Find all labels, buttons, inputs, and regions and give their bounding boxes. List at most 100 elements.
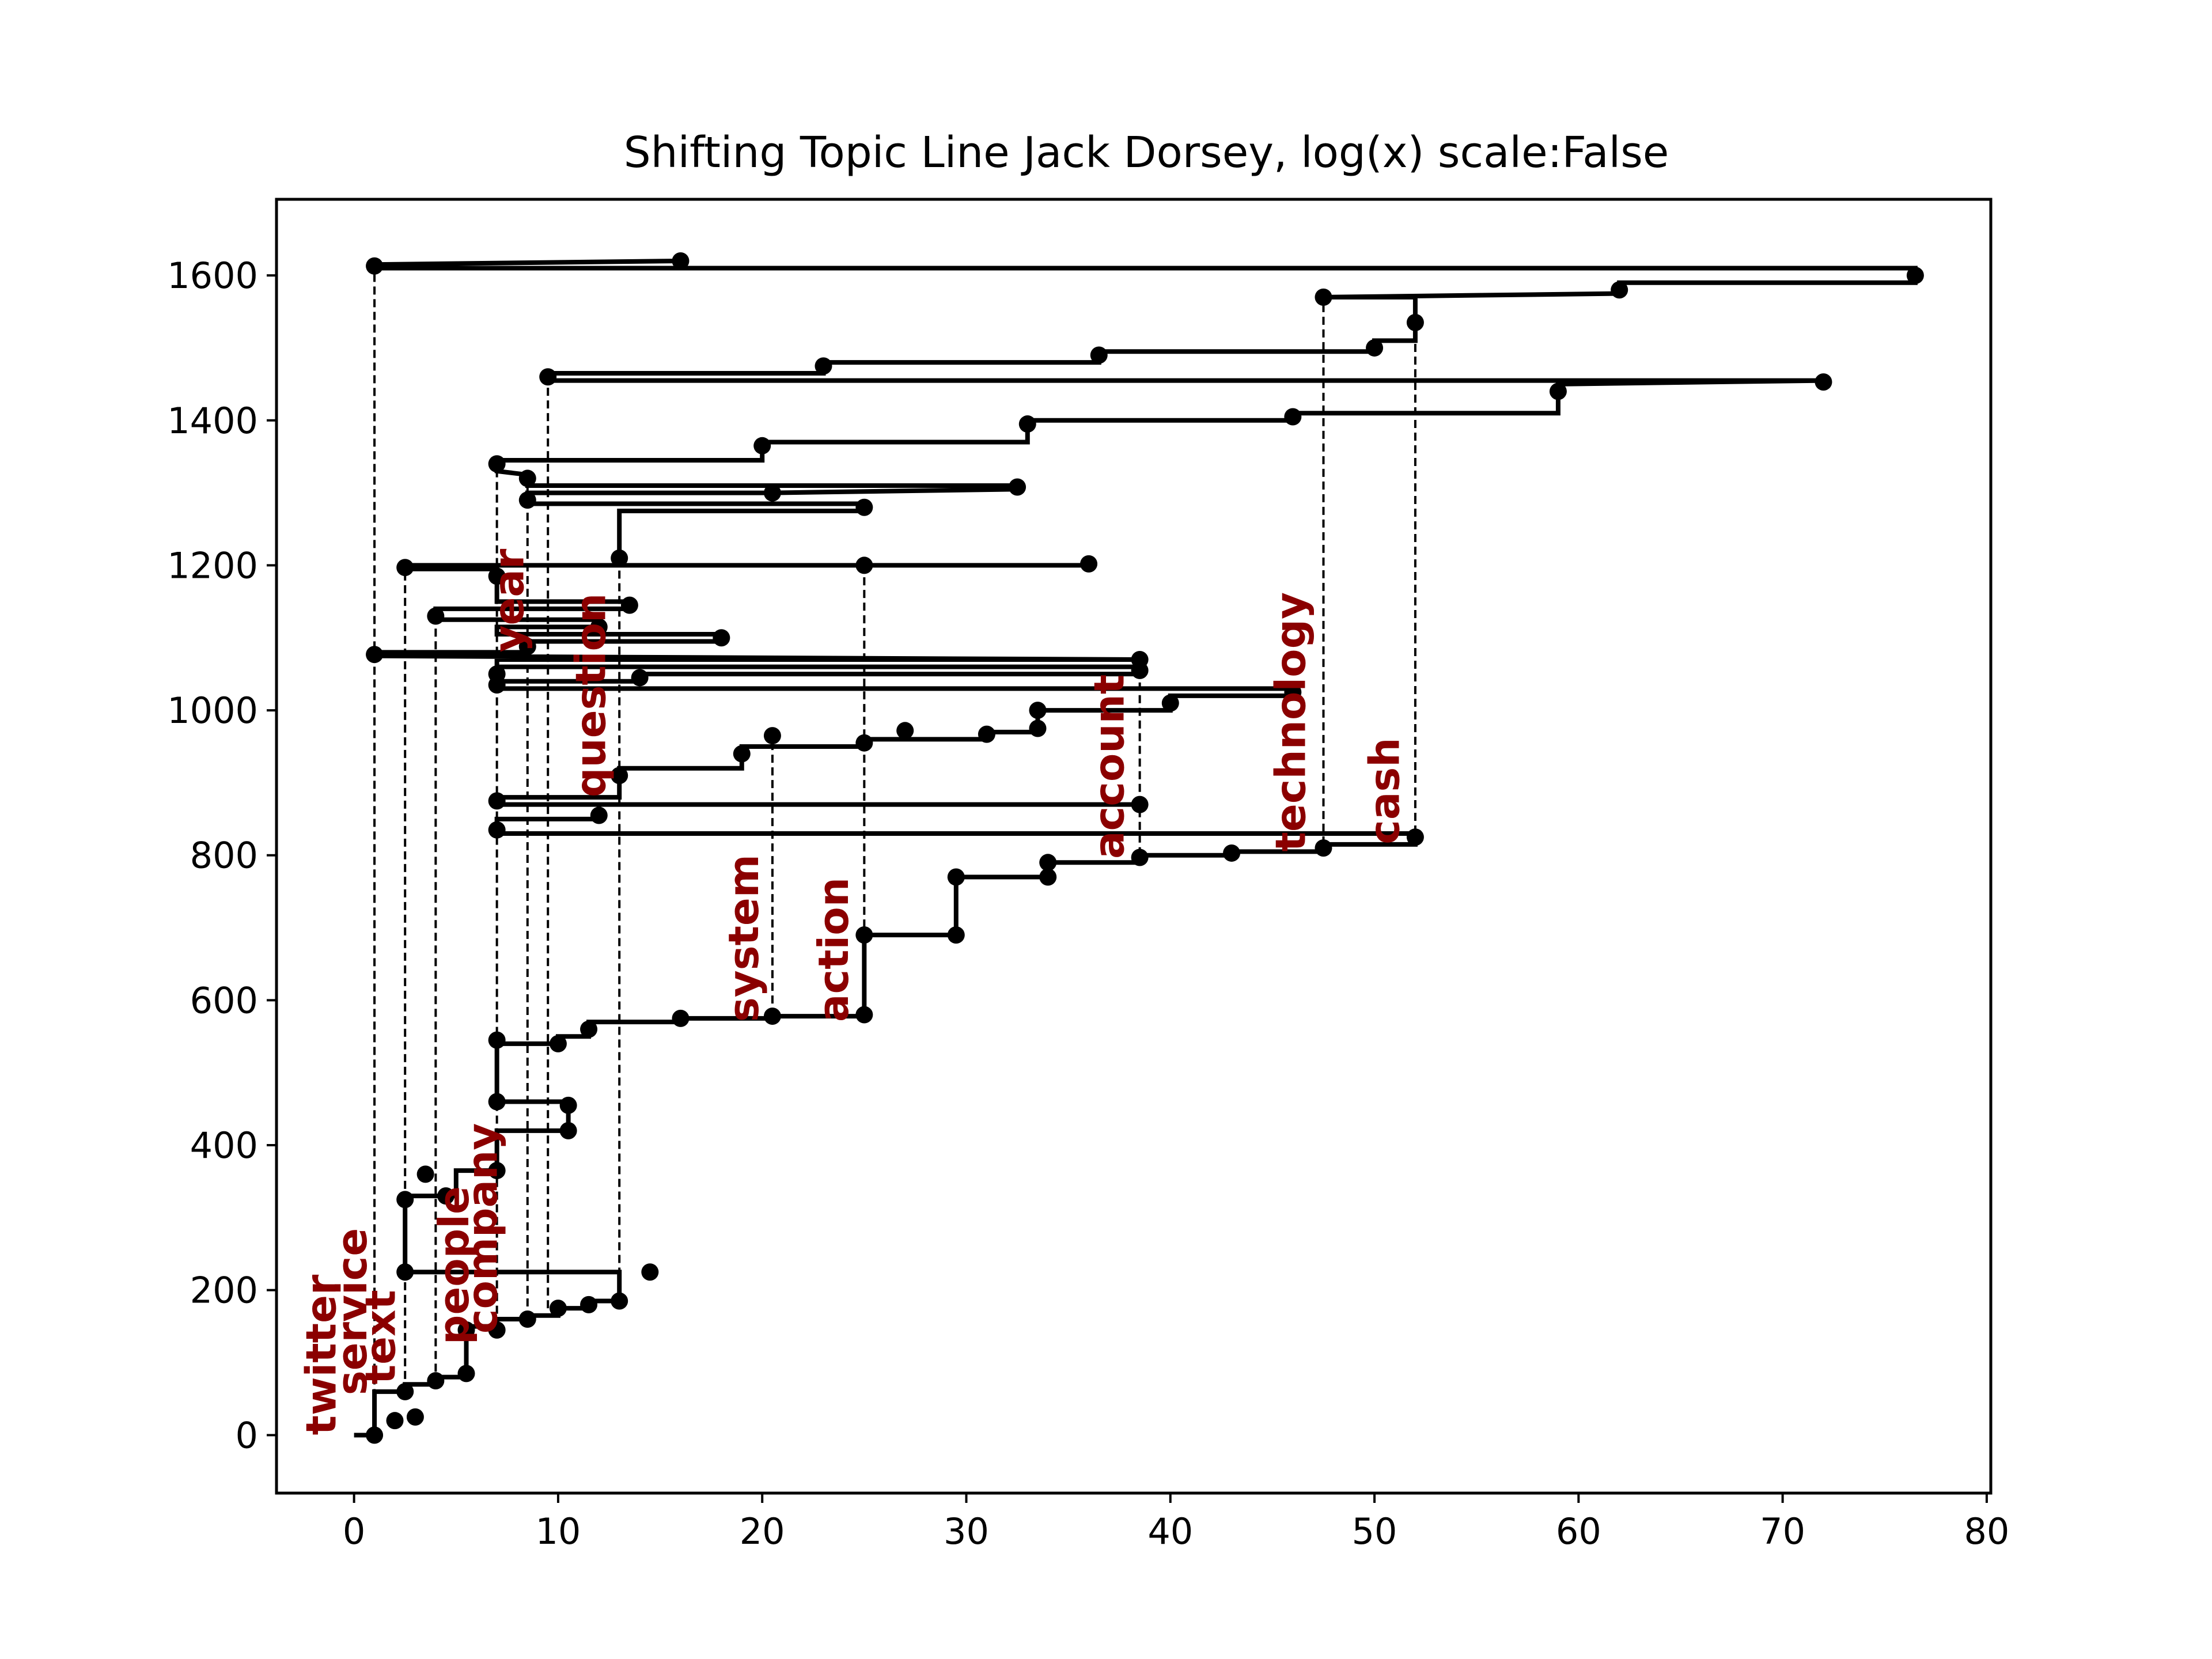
- data-point-42: [764, 727, 781, 744]
- data-point-47: [1029, 702, 1046, 719]
- data-point-20: [488, 1093, 506, 1111]
- axes-frame: [276, 199, 1991, 1493]
- data-point-27: [855, 926, 873, 944]
- topic-label-company: company: [459, 1123, 507, 1334]
- data-point-59: [427, 608, 444, 625]
- data-point-33: [1223, 844, 1240, 862]
- data-point-63: [855, 556, 873, 574]
- data-point-57: [713, 629, 730, 646]
- data-point-53: [1131, 651, 1149, 668]
- x-tick-label-0: 0: [343, 1510, 365, 1552]
- topic-label-cash: cash: [1361, 737, 1409, 844]
- data-point-66: [855, 499, 873, 516]
- data-point-16: [417, 1165, 434, 1183]
- data-point-86: [672, 252, 689, 270]
- topic-label-technology: technology: [1267, 592, 1315, 852]
- data-point-28: [948, 926, 965, 944]
- data-point-60: [621, 597, 638, 614]
- data-point-48: [1162, 694, 1179, 711]
- x-axis: 0 10 20 30 40 50 60 70 80: [343, 1493, 2009, 1552]
- y-tick-label-200: 200: [190, 1270, 258, 1312]
- data-point-65: [611, 550, 628, 567]
- data-point-79: [1090, 347, 1108, 364]
- y-tick-label-1000: 1000: [167, 690, 258, 732]
- data-point-22: [550, 1035, 567, 1052]
- data-point-39: [488, 792, 506, 809]
- data-point-68: [764, 484, 781, 502]
- data-point-70: [519, 469, 536, 487]
- data-point-78: [815, 357, 832, 374]
- data-point-83: [1611, 281, 1628, 298]
- data-point-1: [386, 1412, 403, 1429]
- data-point-73: [1019, 415, 1036, 433]
- x-tick-label-20: 20: [740, 1510, 785, 1552]
- data-point-26: [855, 1006, 873, 1024]
- data-point-45: [978, 726, 995, 743]
- data-point-29: [948, 868, 965, 885]
- y-tick-label-0: 0: [236, 1414, 258, 1456]
- x-tick-label-40: 40: [1147, 1510, 1193, 1552]
- x-tick-label-10: 10: [535, 1510, 581, 1552]
- data-point-64: [1080, 555, 1097, 573]
- data-point-23: [580, 1021, 597, 1038]
- data-point-81: [1407, 314, 1424, 331]
- data-point-3: [396, 1383, 414, 1400]
- x-tick-label-70: 70: [1760, 1510, 1805, 1552]
- data-point-18: [560, 1122, 577, 1139]
- x-tick-label-30: 30: [944, 1510, 989, 1552]
- data-point-32: [1131, 849, 1149, 866]
- topic-label-text: text: [356, 1290, 404, 1384]
- data-point-34: [1315, 839, 1332, 857]
- data-point-41: [733, 745, 751, 763]
- y-tick-label-800: 800: [190, 835, 258, 877]
- y-tick-label-1600: 1600: [167, 255, 258, 297]
- data-point-12: [641, 1263, 658, 1281]
- data-point-85: [366, 257, 383, 275]
- data-point-11: [611, 1293, 628, 1310]
- data-point-80: [1366, 339, 1383, 357]
- data-point-69: [1009, 479, 1026, 496]
- y-tick-label-1200: 1200: [167, 544, 258, 586]
- topic-label-action: action: [809, 877, 858, 1022]
- data-point-55: [366, 646, 383, 663]
- data-point-77: [539, 368, 556, 385]
- data-point-51: [631, 669, 649, 686]
- data-point-54: [488, 665, 506, 683]
- data-point-84: [1907, 267, 1924, 284]
- topic-label-account: account: [1085, 675, 1133, 859]
- data-point-5: [457, 1365, 475, 1382]
- y-tick-label-600: 600: [190, 979, 258, 1021]
- data-point-13: [396, 1263, 414, 1281]
- topic-label-question: question: [566, 593, 615, 797]
- data-point-46: [1029, 720, 1046, 737]
- data-point-14: [396, 1191, 414, 1208]
- y-axis: 0 200 400 600 800 1000 1200 1400 1600: [167, 255, 276, 1456]
- x-tick-label-80: 80: [1964, 1510, 2009, 1552]
- data-point-67: [519, 491, 536, 509]
- data-point-24: [672, 1010, 689, 1027]
- data-point-9: [550, 1300, 567, 1317]
- data-point-38: [1131, 796, 1149, 813]
- x-tick-label-60: 60: [1556, 1510, 1601, 1552]
- data-point-19: [560, 1097, 577, 1114]
- x-tick-label-50: 50: [1352, 1510, 1397, 1552]
- data-point-36: [488, 821, 506, 839]
- y-tick-label-400: 400: [190, 1124, 258, 1166]
- data-point-71: [488, 455, 506, 472]
- data-point-4: [427, 1372, 444, 1389]
- data-point-82: [1315, 289, 1332, 306]
- data-point-72: [753, 437, 771, 454]
- topic-label-system: system: [719, 854, 768, 1022]
- data-point-0: [366, 1426, 383, 1444]
- data-point-2: [407, 1408, 424, 1426]
- data-point-75: [1550, 382, 1567, 400]
- topic-line: [354, 261, 1915, 1435]
- data-point-76: [1815, 373, 1832, 391]
- data-point-43: [855, 734, 873, 752]
- data-point-21: [488, 1032, 506, 1049]
- data-point-74: [1284, 408, 1301, 425]
- chart-title: Shifting Topic Line Jack Dorsey, log(x) …: [624, 128, 1669, 177]
- data-point-62: [396, 559, 414, 576]
- data-point-8: [519, 1310, 536, 1328]
